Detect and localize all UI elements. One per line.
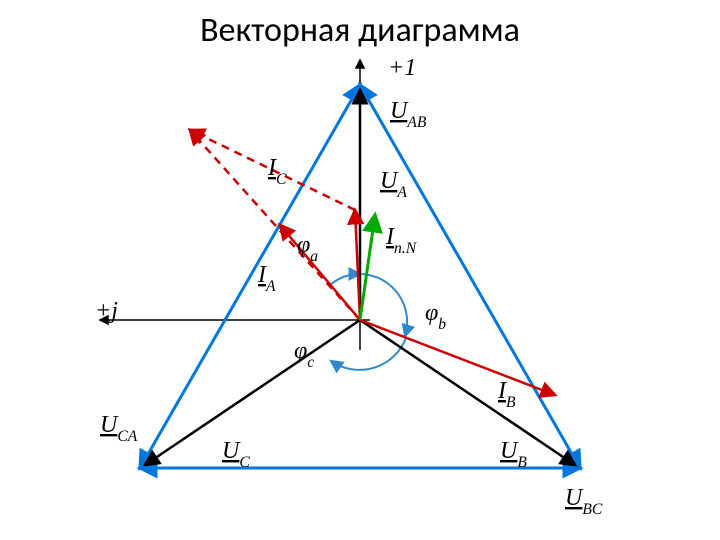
label-InN: In.N (385, 224, 418, 257)
angle-phi_a (330, 274, 360, 285)
label-UA: UA (380, 168, 407, 201)
vector-diagram: +1+jUAUBUCUABUBCUCAIAIBICIn.Nφaφbφc (0, 0, 720, 540)
label-IA: IA (257, 262, 276, 295)
label-UC: UC (222, 438, 250, 471)
triangle-side (360, 85, 580, 468)
label-UAB: UAB (390, 98, 427, 131)
axis-label: +j (95, 298, 118, 324)
label-UBC: UBC (565, 485, 603, 518)
label-ICext: IC (267, 155, 287, 188)
label-phi_c: φc (294, 338, 314, 371)
label-UB: UB (500, 438, 527, 471)
phase-UB (360, 320, 575, 465)
phase-UC (145, 320, 360, 465)
triangle-side (140, 85, 360, 468)
label-phi_b: φb (425, 300, 446, 333)
label-IB: IB (497, 378, 516, 411)
axis-label: +1 (388, 55, 416, 81)
current-IB (360, 320, 555, 395)
label-UCA: UCA (100, 412, 138, 445)
neutral-current (360, 215, 375, 320)
